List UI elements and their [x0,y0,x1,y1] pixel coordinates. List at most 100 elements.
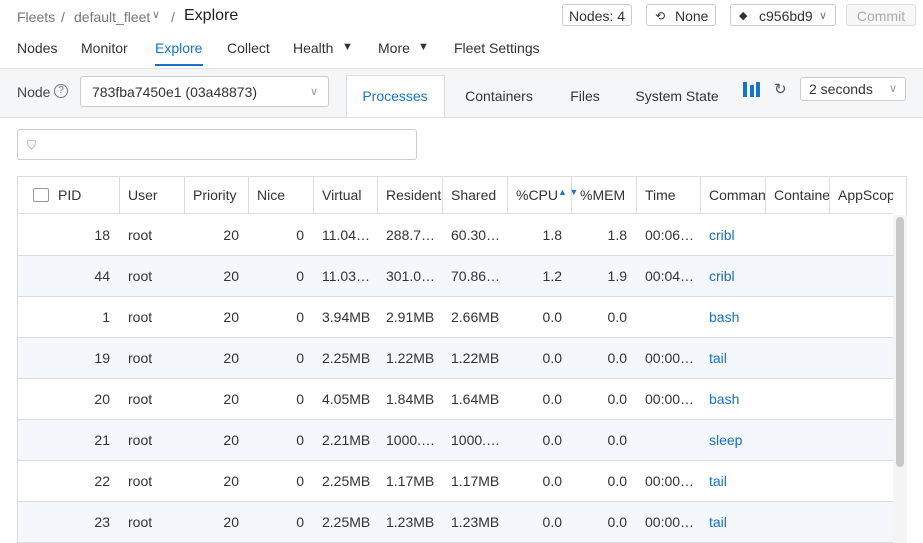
column-header[interactable]: Resident [378,177,443,214]
cell[interactable]: tail [709,350,727,366]
crumb[interactable]: default_fleet [74,9,151,25]
cell: 0.0 [542,432,562,448]
caret: ∨ [888,83,897,95]
filter-input[interactable]: ⛉ [17,129,417,160]
cell: 301.0… [386,268,436,284]
cell[interactable]: bash [709,309,740,325]
columns-icon[interactable] [33,188,49,202]
cell: 00:00… [645,473,695,489]
column-header[interactable]: Virtual [314,177,378,214]
column-header[interactable]: Time [637,177,701,214]
row[interactable] [18,338,893,379]
commit-select[interactable]: ◆ c956bd9 ∨ [730,4,836,26]
scroll-thumb[interactable] [896,217,904,467]
icon: ⟲ [655,9,666,23]
cell: 1.9 [607,268,627,284]
sep: / [61,9,65,25]
tab-active-bg [346,75,445,117]
tab[interactable]: System State [635,88,719,104]
column-header[interactable]: User [120,177,185,214]
cell: 00:00… [645,350,695,366]
cell[interactable]: sleep [709,432,743,448]
nodes-button[interactable]: Nodes: 4 [562,4,632,26]
cell: 0.0 [607,432,627,448]
cell: 0 [296,514,304,530]
cell: 2.66MB [451,309,500,325]
nav-item[interactable]: Collect [227,40,270,56]
cell: root [128,432,153,448]
row[interactable] [18,379,893,420]
none-button[interactable]: ⟲ None [646,4,716,26]
column-header[interactable]: AppScope [830,177,893,214]
column-header[interactable]: %CPU [508,177,572,214]
cell: 1.23MB [451,514,500,530]
nav-item[interactable]: Nodes [17,40,58,56]
cell: 70.86… [451,268,501,284]
help-icon[interactable]: ? [54,84,68,98]
tab[interactable]: Processes [362,88,428,104]
commit-button[interactable]: Commit [846,4,916,26]
tab[interactable]: Files [570,88,600,104]
column-header[interactable]: %MEM [572,177,637,214]
nav-item[interactable]: Explore [155,40,203,56]
cell: 0 [296,432,304,448]
cell: 20 [94,391,110,407]
cell: 1.17MB [386,473,435,489]
cell: 0.0 [542,473,562,489]
column-header[interactable]: Priority [185,177,249,214]
crumb[interactable]: Fleets [17,9,56,25]
cell: 00:00… [645,391,695,407]
nav-item[interactable]: Fleet Settings [454,40,540,56]
cell[interactable]: bash [709,391,740,407]
cell: 0.0 [542,514,562,530]
cell: 1.64MB [451,391,500,407]
cell: 60.30… [451,227,501,243]
interval-select[interactable]: 2 seconds ∨ [800,77,906,101]
cell: 20 [223,514,239,530]
cell: 2.25MB [322,350,371,366]
cell: 0 [296,309,304,325]
row[interactable] [18,461,893,502]
refresh-icon[interactable]: ↻ [774,81,787,98]
cell: root [128,268,153,284]
tab[interactable]: Containers [465,88,533,104]
label: 2 seconds [809,81,873,97]
row[interactable] [18,215,893,256]
row[interactable] [18,297,893,338]
pause-icon[interactable] [743,82,747,97]
cell: 1.22MB [451,350,500,366]
caret: ∨ [152,9,161,21]
cell: 11.04… [322,227,370,243]
nav-item[interactable]: Health [293,40,334,56]
column-header[interactable]: PID [17,177,120,214]
column-header[interactable]: Containers [766,177,830,214]
nav-item[interactable]: Monitor [81,40,128,56]
cell: root [128,473,153,489]
nav-item[interactable]: More [378,40,410,56]
cell[interactable]: tail [709,514,727,530]
column-header[interactable]: Command [701,177,766,214]
caret: ▼ [418,41,429,53]
cell[interactable]: cribl [709,268,735,284]
cell: 1.8 [607,227,627,243]
column-header[interactable]: Shared [443,177,508,214]
active-underline [155,64,203,66]
cell: 3.94MB [322,309,371,325]
cell: 00:06… [645,227,695,243]
cell: 0.0 [607,350,627,366]
row[interactable] [18,256,893,297]
cell[interactable]: tail [709,473,727,489]
column-header[interactable]: Nice [249,177,314,214]
pause-icon [750,85,754,97]
cell[interactable]: cribl [709,227,735,243]
cell: 2.25MB [322,473,371,489]
row[interactable] [18,420,893,461]
cell: 0 [296,473,304,489]
cell: 0.0 [542,309,562,325]
cell: 0 [296,268,304,284]
cell: 0 [296,350,304,366]
cell: 1.23MB [386,514,435,530]
node-select[interactable]: 783fba7450e1 (03a48873) ∨ [80,76,329,107]
label: c956bd9 [759,8,813,24]
